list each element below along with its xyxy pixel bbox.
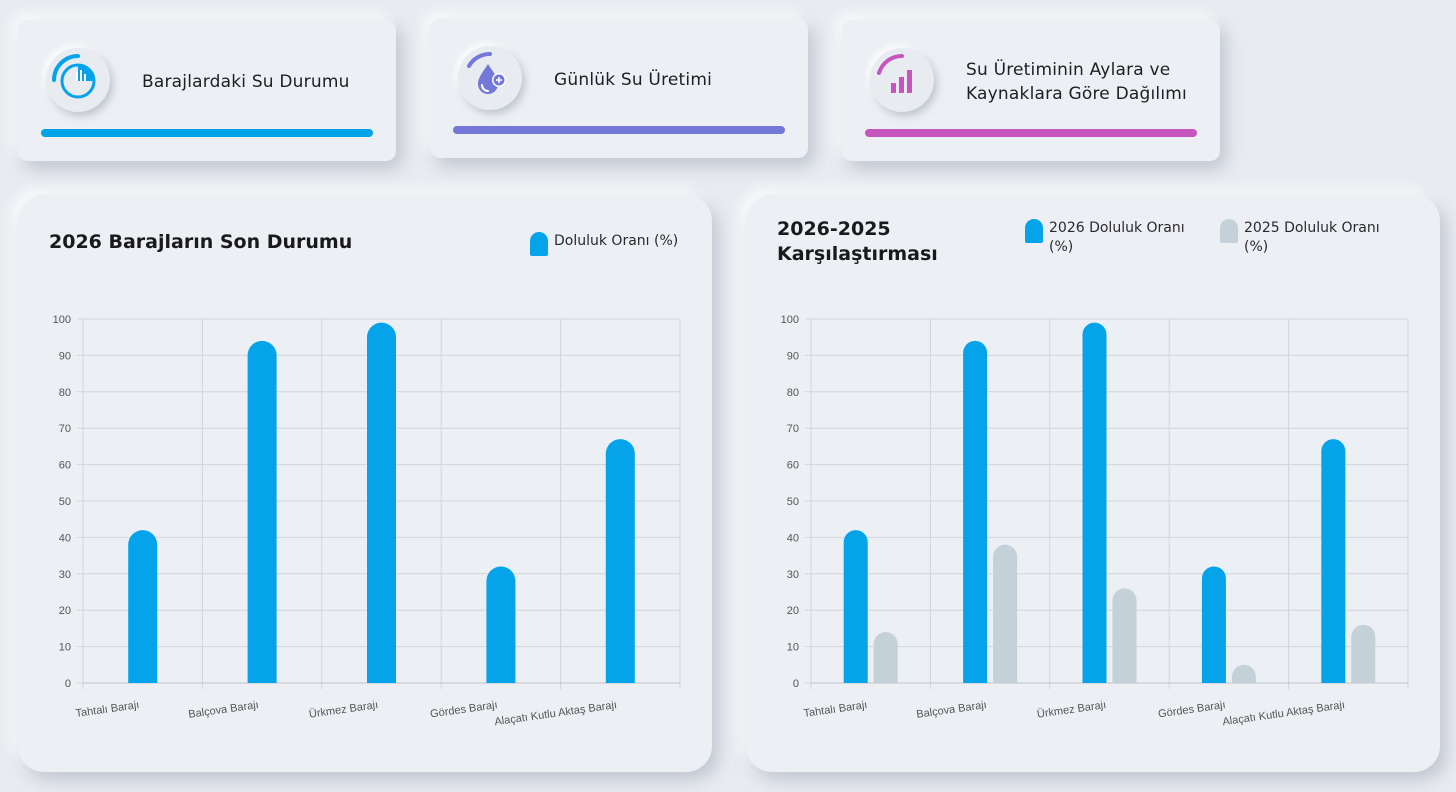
chart-title: 2026 Barajların Son Durumu bbox=[49, 231, 353, 253]
nav-underline bbox=[41, 129, 373, 137]
y-tick-label: 80 bbox=[787, 387, 799, 399]
y-tick-label: 100 bbox=[781, 314, 799, 326]
x-tick-label: Tahtalı Barajı bbox=[803, 699, 868, 720]
bar-1-2 bbox=[1112, 588, 1137, 683]
y-tick-label: 40 bbox=[787, 532, 799, 544]
y-tick-label: 60 bbox=[787, 460, 799, 472]
legend-label: Doluluk Oranı (%) bbox=[554, 233, 679, 249]
bar-0-0 bbox=[843, 530, 868, 683]
legend-swatch bbox=[530, 232, 548, 256]
bar-1-1 bbox=[993, 544, 1018, 683]
legend-label: 2026 Doluluk Oranı (%) bbox=[1049, 219, 1185, 257]
nav-card-daily-production[interactable]: Günlük Su Üretimi bbox=[430, 19, 808, 158]
nav-label-line: Su Üretiminin Aylara ve bbox=[966, 60, 1171, 80]
legend-label-line: 2026 Doluluk Oranı bbox=[1049, 220, 1185, 236]
bar-0-4 bbox=[605, 439, 635, 683]
bar-0-0 bbox=[128, 530, 158, 683]
legend-label-line: (%) bbox=[1049, 239, 1074, 255]
legend-item-2025[interactable]: 2025 Doluluk Oranı (%) bbox=[1220, 219, 1380, 257]
nav-label: Barajlardaki Su Durumu bbox=[142, 72, 350, 92]
y-tick-label: 0 bbox=[793, 678, 799, 690]
y-tick-label: 30 bbox=[787, 569, 799, 581]
y-tick-label: 90 bbox=[787, 350, 799, 362]
chart-title: 2026-2025 Karşılaştırması bbox=[777, 217, 938, 267]
bar-chart-comparison: 0 10 20 30 40 50 60 70 80 90 100 Tahtalı Barajı Balç… bbox=[781, 314, 1409, 728]
y-tick-label: 50 bbox=[59, 496, 71, 508]
y-tick-label: 10 bbox=[59, 642, 71, 654]
x-tick-label: Gördes Barajı bbox=[1157, 699, 1226, 720]
y-tick-label: 0 bbox=[65, 678, 71, 690]
legend-item-2026[interactable]: 2026 Doluluk Oranı (%) bbox=[1025, 219, 1185, 257]
y-tick-label: 30 bbox=[59, 569, 71, 581]
x-tick-label: Alaçatı Kutlu Aktaş Barajı bbox=[494, 699, 618, 728]
bar-0-3 bbox=[1201, 566, 1226, 683]
y-tick-label: 70 bbox=[59, 423, 71, 435]
legend-label-line: 2025 Doluluk Oranı bbox=[1244, 220, 1380, 236]
water-drop-icon bbox=[458, 46, 522, 110]
x-tick-label: Gördes Barajı bbox=[429, 699, 498, 720]
x-tick-label: Balçova Barajı bbox=[916, 699, 988, 721]
nav-card-dam-status[interactable]: Barajlardaki Su Durumu bbox=[18, 20, 396, 161]
y-tick-label: 20 bbox=[59, 605, 71, 617]
x-tick-label: Alaçatı Kutlu Aktaş Barajı bbox=[1222, 699, 1346, 728]
y-tick-label: 40 bbox=[59, 532, 71, 544]
bar-0-3 bbox=[486, 566, 516, 683]
bar-1-0 bbox=[873, 632, 898, 683]
dam-status-icon bbox=[46, 48, 110, 112]
chart-panel-2026: 2026 Barajların Son Durumu Doluluk Oranı… bbox=[18, 195, 712, 772]
bar-1-3 bbox=[1231, 664, 1256, 683]
y-tick-label: 90 bbox=[59, 350, 71, 362]
legend-label-line: (%) bbox=[1244, 239, 1269, 255]
bar-0-2 bbox=[1082, 322, 1107, 683]
nav-label: Su Üretiminin Aylara ve Kaynaklara Göre … bbox=[966, 58, 1187, 106]
bar-1-4 bbox=[1351, 624, 1376, 683]
bar-chart-2026: 0 10 20 30 40 50 60 70 80 90 100 Tahtalı Barajı Balç… bbox=[53, 314, 681, 728]
nav-card-distribution[interactable]: Su Üretiminin Aylara ve Kaynaklara Göre … bbox=[842, 20, 1220, 161]
nav-label: Günlük Su Üretimi bbox=[554, 70, 713, 90]
x-tick-label: Balçova Barajı bbox=[188, 699, 260, 721]
nav-underline bbox=[453, 126, 785, 134]
y-tick-label: 20 bbox=[787, 605, 799, 617]
chart-title-line: Karşılaştırması bbox=[777, 243, 938, 265]
chart-panel-comparison: 2026-2025 Karşılaştırması 2026 Doluluk O… bbox=[746, 195, 1440, 772]
legend-label: 2025 Doluluk Oranı (%) bbox=[1244, 219, 1380, 257]
x-tick-label: Ürkmez Barajı bbox=[308, 699, 379, 721]
y-tick-label: 60 bbox=[59, 460, 71, 472]
legend-swatch bbox=[1220, 219, 1238, 243]
x-tick-label: Tahtalı Barajı bbox=[75, 699, 140, 720]
bar-0-4 bbox=[1321, 439, 1346, 683]
y-tick-label: 100 bbox=[53, 314, 71, 326]
bar-0-1 bbox=[963, 340, 988, 683]
bar-chart-icon bbox=[870, 48, 934, 112]
nav-underline bbox=[865, 129, 1197, 137]
y-tick-label: 10 bbox=[787, 642, 799, 654]
y-tick-label: 80 bbox=[59, 387, 71, 399]
chart-title-line: 2026-2025 bbox=[777, 218, 891, 240]
nav-label-line: Kaynaklara Göre Dağılımı bbox=[966, 84, 1187, 104]
y-tick-label: 50 bbox=[787, 496, 799, 508]
x-tick-label: Ürkmez Barajı bbox=[1036, 699, 1107, 721]
y-tick-label: 70 bbox=[787, 423, 799, 435]
bar-0-1 bbox=[247, 340, 277, 683]
legend-swatch bbox=[1025, 219, 1043, 243]
bar-0-2 bbox=[367, 322, 396, 683]
legend-item-2026[interactable]: Doluluk Oranı (%) bbox=[530, 227, 678, 256]
